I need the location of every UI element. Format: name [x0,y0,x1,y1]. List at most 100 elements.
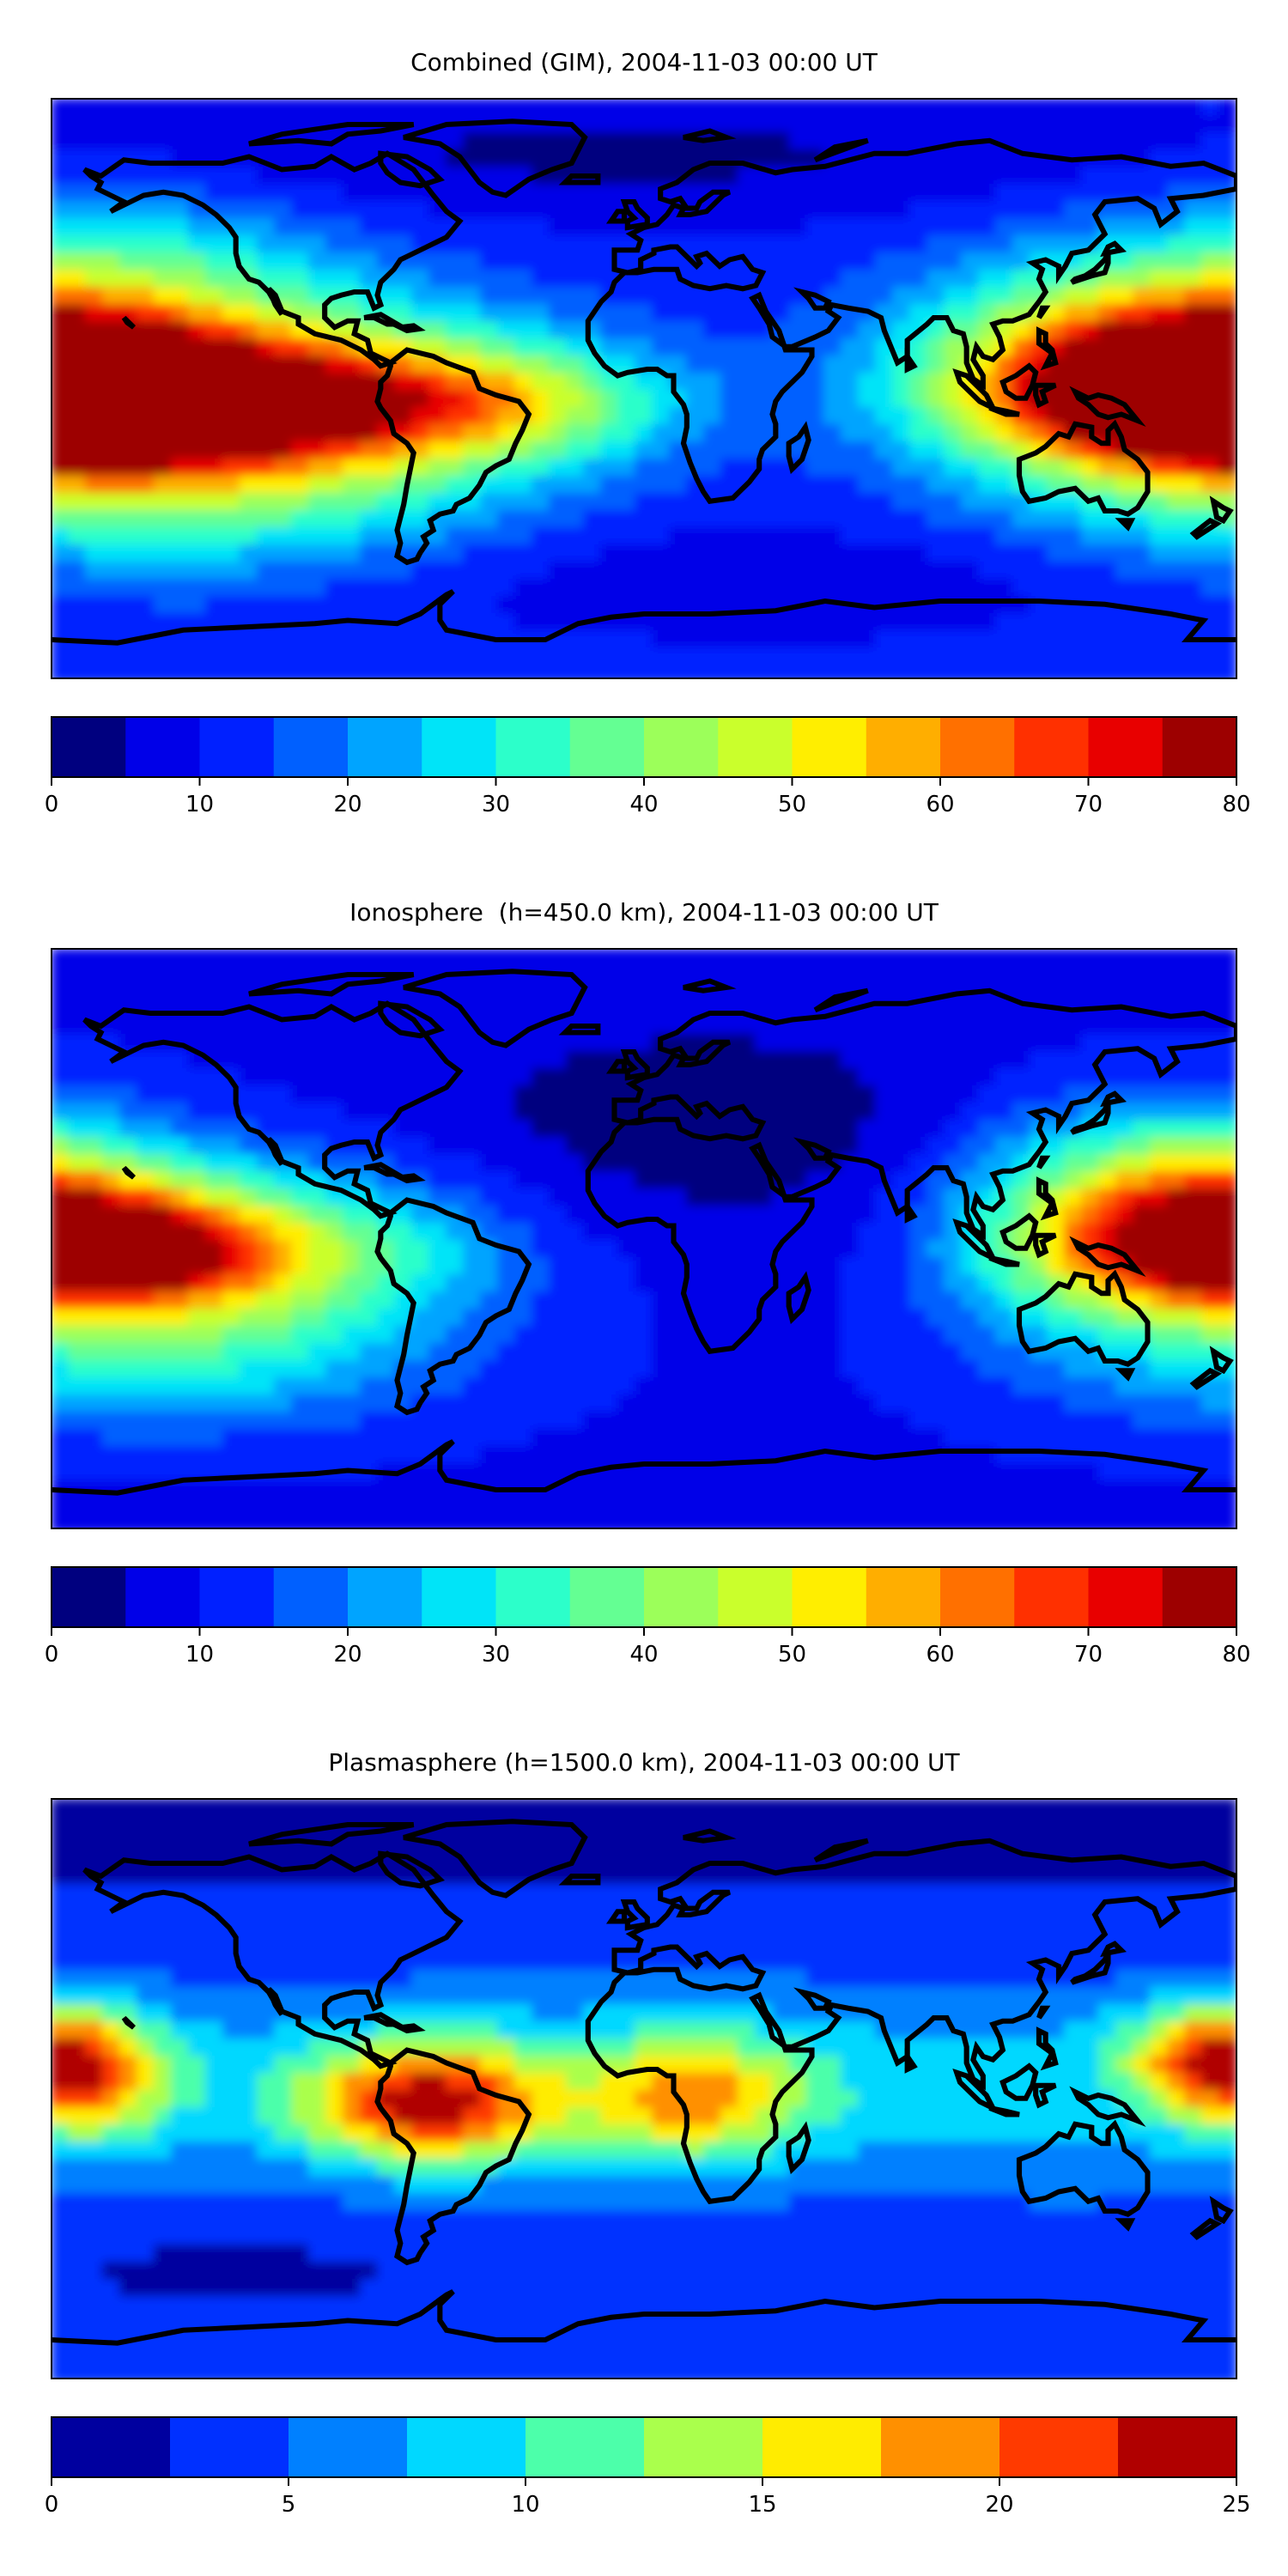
field-cell [1047,1446,1066,1465]
field-cell [841,1326,860,1345]
field-cell [85,665,104,678]
field-cell [1184,544,1203,563]
field-cell [686,1291,705,1310]
field-cell [394,1154,413,1173]
field-cell [1167,1480,1186,1499]
field-cell [858,218,877,237]
field-cell [978,1137,997,1156]
field-cell [1218,407,1236,426]
field-cell [1201,99,1220,117]
field-cell [600,338,619,357]
field-cell [961,1394,980,1413]
field-cell [274,321,293,340]
field-cell [377,1051,396,1070]
field-cell [703,390,722,409]
field-cell [1064,287,1083,306]
field-cell [703,510,722,529]
field-cell [52,1103,70,1121]
field-cell [738,1832,756,1851]
field-cell [480,510,499,529]
field-cell [497,1463,516,1482]
field-cell [1184,493,1203,512]
field-cell [480,149,499,168]
field-cell [549,982,568,1001]
field-cell [823,1034,842,1053]
field-cell [85,459,104,477]
field-cell [68,132,87,151]
field-cell [222,1137,241,1156]
field-cell [188,1257,207,1276]
field-cell [703,613,722,632]
field-cell [652,1498,671,1516]
field-cell [566,235,585,254]
field-cell [257,630,276,649]
field-cell [154,1085,173,1104]
field-cell [1012,579,1031,598]
field-cell [497,493,516,512]
field-cell [325,630,344,649]
field-cell [119,355,138,374]
field-cell [1098,982,1117,1001]
field-cell [222,527,241,546]
field-cell [205,115,224,134]
field-cell [909,1206,928,1224]
field-cell [1064,115,1083,134]
field-cell [806,527,825,546]
field-cell [772,1291,791,1310]
field-cell [446,459,465,477]
field-cell [343,579,361,598]
field-cell [411,1326,430,1345]
field-cell [927,1815,945,1834]
field-cell [755,338,774,357]
field-cell [978,562,997,580]
field-cell [532,390,550,409]
field-cell [961,304,980,323]
field-cell [944,965,963,984]
field-cell [1201,613,1220,632]
field-cell [669,407,688,426]
field-cell [1115,201,1134,220]
field-cell [394,407,413,426]
field-cell [1218,338,1236,357]
field-cell [291,647,310,666]
field-cell [858,544,877,563]
field-cell [772,579,791,598]
field-cell [755,1326,774,1345]
field-cell [703,1377,722,1396]
field-cell [686,562,705,580]
field-cell [600,1223,619,1242]
field-cell [222,1480,241,1499]
field-cell [927,1498,945,1516]
field-cell [600,167,619,185]
field-cell [85,304,104,323]
field-cell [669,1257,688,1276]
field-cell [1098,1463,1117,1482]
field-cell [480,1223,499,1242]
field-cell [137,1274,155,1293]
field-cell [463,1446,482,1465]
field-cell [1047,562,1066,580]
field-cell [755,132,774,151]
field-cell [188,1412,207,1431]
field-cell [52,132,70,151]
field-cell [52,184,70,203]
field-cell [52,1412,70,1431]
field-cell [600,424,619,443]
field-cell [325,562,344,580]
field-cell [841,1171,860,1190]
field-cell [257,1480,276,1499]
field-cell [995,1034,1014,1053]
field-cell [875,665,894,678]
field-cell [446,338,465,357]
field-cell [360,1832,379,1851]
field-cell [257,1412,276,1431]
field-cell [995,270,1014,289]
field-cell [1047,390,1066,409]
field-cell [446,321,465,340]
field-cell [720,1240,739,1259]
field-cell [102,1377,121,1396]
field-cell [1081,1137,1100,1156]
field-cell [961,1291,980,1310]
field-cell [635,493,653,512]
field-cell [188,1832,207,1851]
